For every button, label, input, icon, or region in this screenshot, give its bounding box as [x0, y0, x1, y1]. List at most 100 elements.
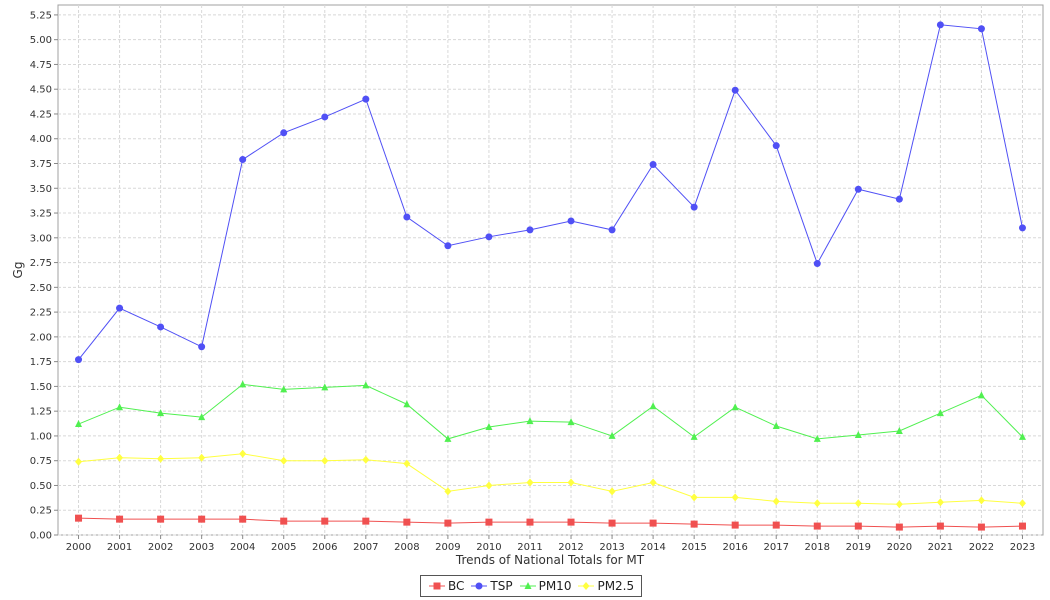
y-axis-ticks: 0.00 0.25 0.50 0.75 1.00 1.25 1.50 1.75 2.00 2.25… — [30, 10, 58, 542]
data-point — [157, 409, 165, 417]
data-point — [239, 380, 247, 388]
legend-item: PM10 — [519, 579, 572, 593]
data-point — [116, 304, 124, 312]
legend-marker-symbol — [475, 582, 483, 590]
data-point — [895, 523, 903, 531]
data-point — [198, 453, 206, 462]
data-point — [895, 426, 903, 434]
data-point — [608, 487, 616, 496]
data-point — [157, 515, 165, 523]
data-point — [772, 142, 780, 150]
legend-label: PM10 — [538, 579, 572, 593]
y-tick-label: 0.25 — [30, 506, 52, 517]
data-point — [1018, 432, 1026, 440]
legend-marker-symbol — [524, 582, 532, 589]
data-point — [772, 497, 780, 506]
y-tick-label: 2.00 — [30, 332, 52, 343]
x-axis-ticks: 2000 2001 2002 2003 2004 2005 2006 2007 2008 2009… — [66, 535, 1035, 553]
data-point — [239, 515, 247, 523]
data-point — [321, 456, 329, 465]
series-line — [78, 24, 1023, 360]
x-tick-label: 2002 — [148, 542, 173, 553]
series-layer — [75, 21, 1026, 531]
series-bc — [75, 514, 1026, 531]
data-point — [403, 400, 411, 408]
data-point — [690, 432, 698, 440]
data-point — [280, 129, 288, 137]
data-point — [936, 522, 944, 530]
y-tick-label: 3.00 — [30, 233, 52, 244]
legend-marker — [519, 582, 536, 589]
data-point — [362, 455, 370, 464]
y-tick-label: 2.50 — [30, 283, 52, 294]
data-point — [321, 113, 329, 121]
series-tsp — [75, 21, 1026, 364]
series-line — [78, 453, 1023, 505]
data-point — [813, 260, 821, 268]
data-point — [444, 242, 452, 250]
data-point — [526, 417, 534, 425]
data-point — [649, 478, 657, 487]
legend-item: PM2.5 — [577, 579, 634, 593]
data-point — [567, 478, 575, 487]
data-point — [895, 195, 903, 203]
y-tick-label: 1.50 — [30, 382, 52, 393]
data-point — [239, 449, 247, 458]
data-point — [403, 518, 411, 526]
x-tick-label: 2020 — [887, 542, 912, 553]
data-point — [116, 403, 124, 411]
x-tick-label: 2000 — [66, 542, 91, 553]
y-tick-label: 3.75 — [30, 159, 52, 170]
data-point — [198, 515, 206, 523]
y-tick-label: 3.25 — [30, 209, 52, 220]
y-tick-label: 0.50 — [30, 481, 52, 492]
legend-marker-symbol — [433, 582, 441, 590]
data-point — [198, 343, 206, 351]
x-tick-label: 2021 — [928, 542, 953, 553]
data-point — [362, 381, 370, 389]
x-tick-label: 2006 — [312, 542, 337, 553]
x-tick-label: 2010 — [476, 542, 501, 553]
data-point — [280, 456, 288, 465]
data-point — [772, 422, 780, 430]
data-point — [280, 517, 288, 525]
legend-label: TSP — [490, 579, 513, 593]
data-point — [977, 25, 985, 33]
data-point — [362, 517, 370, 525]
data-point — [895, 500, 903, 509]
data-point — [403, 459, 411, 468]
x-tick-label: 2007 — [353, 542, 378, 553]
data-point — [116, 515, 124, 523]
data-point — [526, 478, 534, 487]
y-tick-label: 4.50 — [30, 85, 52, 96]
y-tick-label: 1.75 — [30, 357, 52, 368]
x-tick-label: 2005 — [271, 542, 296, 553]
data-point — [649, 402, 657, 410]
gridlines — [58, 5, 1043, 536]
y-tick-label: 5.00 — [30, 35, 52, 46]
y-tick-label: 4.25 — [30, 109, 52, 120]
legend-item: TSP — [470, 579, 513, 593]
legend: BC TSP PM10 PM2.5 — [420, 575, 643, 597]
data-point — [403, 213, 411, 221]
y-axis-title: Gg — [11, 262, 25, 279]
data-point — [75, 457, 83, 466]
data-point — [75, 420, 83, 428]
data-point — [444, 434, 452, 442]
series-line — [78, 383, 1023, 440]
x-tick-label: 2012 — [558, 542, 583, 553]
data-point — [608, 519, 616, 527]
legend-marker — [578, 582, 595, 590]
y-tick-label: 2.25 — [30, 308, 52, 319]
y-tick-label: 4.00 — [30, 134, 52, 145]
data-point — [731, 493, 739, 502]
data-point — [936, 409, 944, 417]
data-point — [731, 403, 739, 411]
x-tick-label: 2001 — [107, 542, 132, 553]
x-tick-label: 2023 — [1010, 542, 1035, 553]
data-point — [280, 385, 288, 393]
data-point — [567, 518, 575, 526]
x-tick-label: 2013 — [599, 542, 624, 553]
data-point — [75, 356, 83, 364]
data-point — [813, 434, 821, 442]
